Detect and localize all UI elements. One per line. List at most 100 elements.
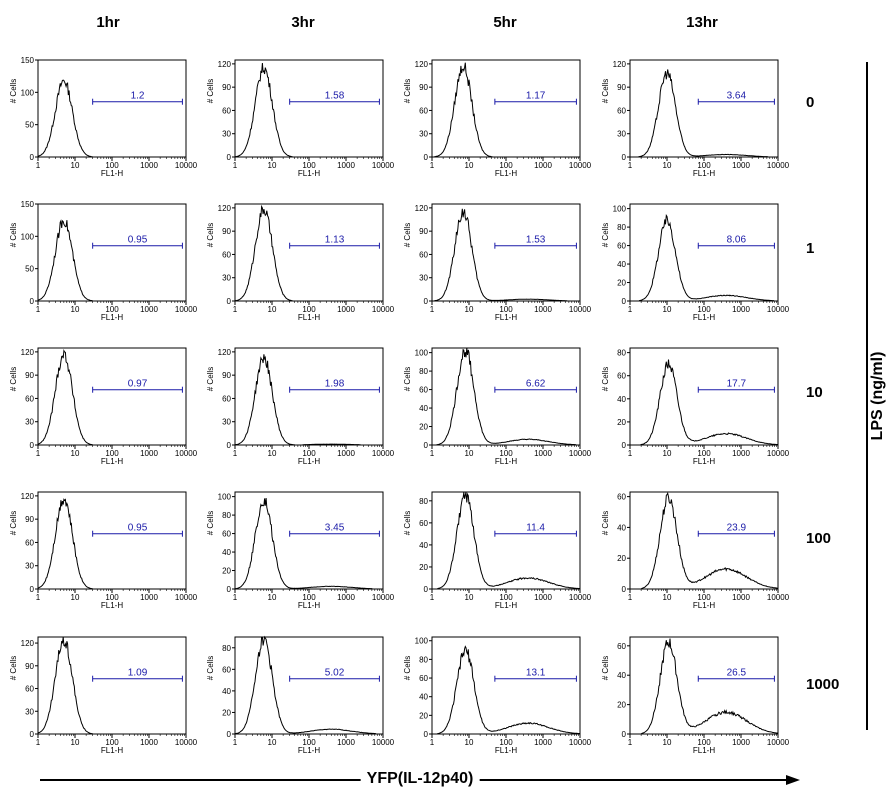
histogram-curve xyxy=(37,79,186,158)
y-axis-label: # Cells xyxy=(9,511,18,535)
y-axis-label: # Cells xyxy=(206,223,215,247)
x-tick-label: 1000 xyxy=(732,593,750,602)
x-tick-label: 1 xyxy=(628,738,633,747)
histogram-curve xyxy=(234,204,383,302)
y-tick-label: 80 xyxy=(419,367,428,376)
x-tick-label: 10 xyxy=(71,593,80,602)
histogram-panel-5hr-lps-0: 0 30 60 90 120 # Cells 1 10 100 1000 10000 FL1-H 1.1… xyxy=(403,59,617,178)
x-tick-label: 100 xyxy=(499,161,513,170)
x-tick-label: 1 xyxy=(628,161,633,170)
histogram-curve xyxy=(630,492,778,590)
x-tick-label: 1000 xyxy=(732,738,750,747)
x-tick-label: 10000 xyxy=(569,161,592,170)
histogram-panel-13hr-lps-0: 0 30 60 90 120 # Cells 1 10 100 1000 10000 FL1-H 3.6… xyxy=(601,59,815,178)
x-tick-label: 10 xyxy=(71,449,80,458)
x-tick-label: 100 xyxy=(499,305,513,314)
plot-frame xyxy=(629,59,779,158)
x-tick-label: 10000 xyxy=(372,738,395,747)
x-tick-label: 100 xyxy=(697,593,711,602)
plot-frame xyxy=(234,347,384,446)
y-tick-label: 120 xyxy=(415,60,429,69)
y-tick-label: 30 xyxy=(25,707,34,716)
x-tick-label: 10000 xyxy=(767,305,790,314)
histogram-svg: 0 50 100 150 # Cells 1 10 100 1000 10000 FL1-H 1.2 xyxy=(9,56,198,178)
y-tick-label: 0 xyxy=(30,441,35,450)
y-tick-label: 60 xyxy=(419,250,428,259)
gate-value-label: 6.62 xyxy=(526,379,546,390)
plot-frame xyxy=(37,203,187,302)
plot-frame xyxy=(234,203,384,302)
y-tick-label: 20 xyxy=(222,708,231,717)
x-tick-label: 10 xyxy=(663,305,672,314)
y-tick-label: 90 xyxy=(25,515,34,524)
histogram-panel-13hr-lps-10: 0 20 40 60 80 # Cells 1 10 100 1000 10000 FL1-H 17.7 xyxy=(601,347,815,466)
x-tick-label: 100 xyxy=(302,305,316,314)
x-tick-label: 100 xyxy=(302,161,316,170)
x-axis-label: FL1-H xyxy=(693,457,715,466)
y-tick-label: 30 xyxy=(25,562,34,571)
x-tick-label: 10 xyxy=(268,449,277,458)
y-tick-label: 60 xyxy=(617,642,626,651)
histogram-curve xyxy=(234,635,383,735)
y-tick-label: 80 xyxy=(419,655,428,664)
x-tick-label: 10 xyxy=(663,449,672,458)
y-tick-label: 100 xyxy=(21,88,35,97)
x-tick-label: 10 xyxy=(268,593,277,602)
x-tick-label: 10 xyxy=(71,161,80,170)
y-axis-label: # Cells xyxy=(403,656,412,680)
y-tick-label: 40 xyxy=(617,671,626,680)
y-tick-label: 100 xyxy=(613,205,627,214)
histogram-curve xyxy=(234,497,383,590)
histogram-panel-5hr-lps-100: 0 20 40 60 80 # Cells 1 10 100 1000 10000 FL1-H 11.4 xyxy=(403,491,617,610)
plot-frame xyxy=(431,491,581,590)
histogram-panel-1hr-lps-10: 0 30 60 90 120 # Cells 1 10 100 1000 10000 FL1-H 0.9… xyxy=(9,347,223,466)
y-axis-label: # Cells xyxy=(9,656,18,680)
y-tick-label: 0 xyxy=(227,441,232,450)
plot-frame xyxy=(37,347,187,446)
x-tick-label: 1 xyxy=(430,593,435,602)
histogram-curve xyxy=(630,69,778,158)
x-tick-label: 100 xyxy=(105,161,119,170)
y-axis-label: # Cells xyxy=(206,367,215,391)
histogram-panel-13hr-lps-100: 0 20 40 60 # Cells 1 10 100 1000 10000 FL1-H 23.9 xyxy=(601,491,815,610)
x-tick-label: 100 xyxy=(499,593,513,602)
y-tick-label: 20 xyxy=(419,423,428,432)
y-tick-label: 50 xyxy=(25,121,34,130)
histogram-curve xyxy=(37,636,186,735)
x-axis-label: FL1-H xyxy=(298,601,320,610)
histogram-svg: 0 30 60 90 120 # Cells 1 10 100 1000 10000 FL1-H 3.6… xyxy=(601,59,790,178)
x-axis-label: FL1-H xyxy=(298,313,320,322)
y-tick-label: 50 xyxy=(25,265,34,274)
y-tick-label: 20 xyxy=(617,701,626,710)
histogram-svg: 0 30 60 90 120 # Cells 1 10 100 1000 10000 FL1-H 0.9… xyxy=(9,491,198,610)
x-tick-label: 1 xyxy=(233,305,238,314)
x-tick-label: 100 xyxy=(105,449,119,458)
x-tick-label: 1 xyxy=(233,738,238,747)
x-tick-label: 100 xyxy=(302,738,316,747)
plot-frame xyxy=(234,636,384,735)
x-tick-label: 10000 xyxy=(372,449,395,458)
x-tick-label: 1000 xyxy=(732,161,750,170)
histogram-panel-3hr-lps-0: 0 30 60 90 120 # Cells 1 10 100 1000 10000 FL1-H 1.5… xyxy=(206,59,420,178)
y-tick-label: 100 xyxy=(218,493,232,502)
y-tick-label: 60 xyxy=(617,372,626,381)
x-axis-label: FL1-H xyxy=(101,169,123,178)
y-tick-label: 60 xyxy=(419,519,428,528)
histogram-svg: 0 20 40 60 # Cells 1 10 100 1000 10000 FL1-H 23.9 xyxy=(601,491,790,610)
y-tick-label: 90 xyxy=(419,83,428,92)
row-label-lps-0: 0 xyxy=(806,94,815,111)
x-tick-label: 1 xyxy=(36,449,41,458)
x-axis-label: FL1-H xyxy=(693,601,715,610)
x-tick-label: 10 xyxy=(465,305,474,314)
y-axis-label: # Cells xyxy=(403,223,412,247)
y-tick-label: 40 xyxy=(617,523,626,532)
y-tick-label: 30 xyxy=(617,130,626,139)
histogram-svg: 0 50 100 150 # Cells 1 10 100 1000 10000 FL1-H 0.95 xyxy=(9,200,198,322)
x-tick-label: 10000 xyxy=(175,593,198,602)
y-tick-label: 90 xyxy=(617,83,626,92)
x-axis-label: FL1-H xyxy=(495,746,517,755)
gate-value-label: 5.02 xyxy=(325,668,345,679)
y-tick-label: 120 xyxy=(218,348,232,357)
histogram-svg: 0 30 60 90 120 # Cells 1 10 100 1000 10000 FL1-H 1.1… xyxy=(206,203,395,322)
